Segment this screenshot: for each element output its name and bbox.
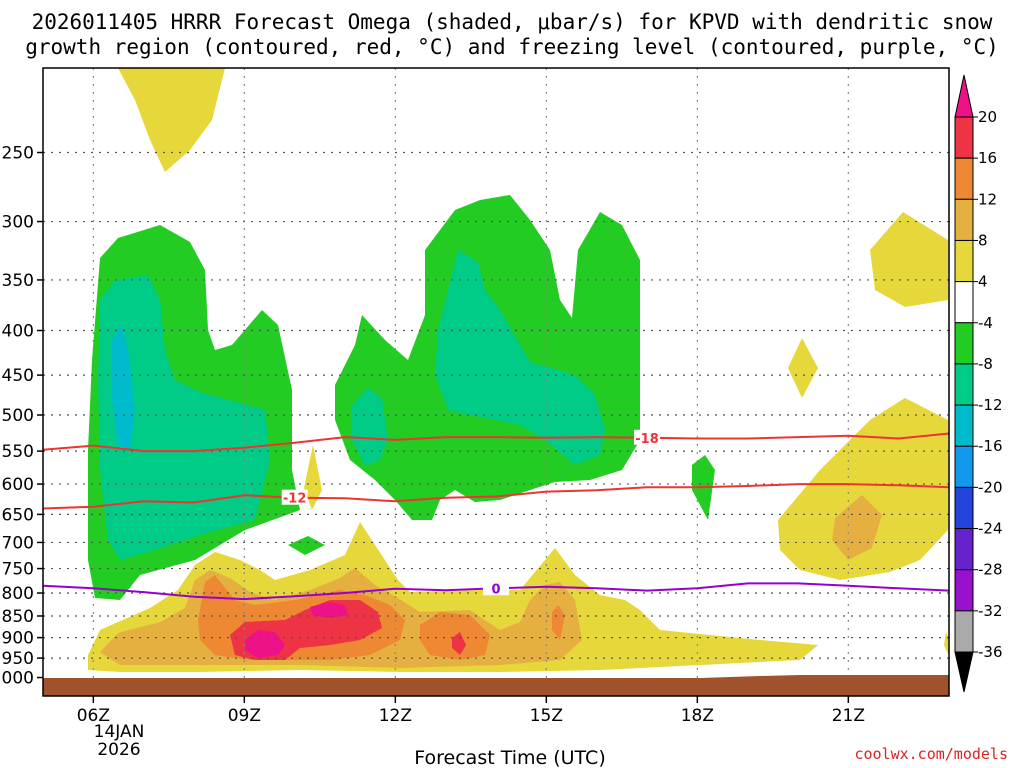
- x-axis-label: Forecast Time (UTC): [414, 747, 605, 768]
- y-tick-label-950: 950: [2, 649, 34, 669]
- shade-green-small-a: [288, 536, 325, 555]
- colorbar-label-1: 16: [978, 149, 997, 167]
- shade-teal-mid: [435, 250, 605, 465]
- colorbar-box-7: [954, 404, 974, 447]
- colorbar-label-3: 8: [978, 231, 988, 249]
- shade-orange-low-c: [552, 605, 565, 640]
- y-tick-label-250: 250: [2, 144, 34, 164]
- shade-yellow-small: [304, 445, 322, 510]
- colorbar-box-3: [954, 239, 974, 283]
- y-tick-label-900: 900: [2, 629, 34, 649]
- y-tick-label-450: 450: [2, 366, 34, 386]
- colorbar-label-5: -4: [978, 314, 993, 332]
- colorbar-label-10: -24: [978, 520, 1003, 538]
- shade-orange-right: [832, 495, 882, 560]
- shade-cyan-left: [112, 325, 135, 450]
- y-tick-label-300: 300: [2, 213, 34, 233]
- shade-teal-small: [352, 388, 388, 466]
- colorbar-bottom-arrow: [954, 651, 974, 693]
- x-tick-label-15Z: 15Z: [530, 706, 563, 726]
- grid: [43, 68, 949, 696]
- colorbar-box-1: [954, 157, 974, 200]
- x-axis: 06Z 09Z 12Z 15Z 18Z 21Z: [77, 696, 865, 726]
- shade-yellow-top: [118, 68, 225, 172]
- colorbar-label-12: -32: [978, 602, 1003, 620]
- chart-title-line2: growth region (contoured, red, °C) and f…: [25, 35, 999, 59]
- shade-yellow-right-low: [778, 398, 948, 580]
- colorbar-label-7: -12: [978, 396, 1003, 414]
- contour-label-bg-1: [281, 489, 308, 505]
- omega-shading: [88, 68, 949, 672]
- chart-title-line1: 2026011405 HRRR Forecast Omega (shaded, …: [32, 10, 993, 34]
- y-tick-label-550: 550: [2, 442, 34, 462]
- y-tick-label-500: 500: [2, 406, 34, 426]
- contour-label-bg-2: [483, 580, 509, 596]
- contour-label-2: 0: [491, 582, 500, 597]
- y-tick-label-750: 750: [2, 560, 34, 580]
- x-tick-label-09Z: 09Z: [228, 706, 261, 726]
- y-tick-label-850: 850: [2, 607, 34, 627]
- colorbar-top-arrow: [954, 74, 974, 118]
- shade-yellow-right-top: [870, 212, 948, 307]
- colorbar: 20 16 12 8 4 -4 -8 -12 -16 -20 -24 -28 -32 -36: [954, 74, 1003, 693]
- colorbar-label-9: -20: [978, 478, 1003, 496]
- x-tick-label-12Z: 12Z: [379, 706, 412, 726]
- y-tick-label-650: 650: [2, 505, 34, 525]
- plot-frame: [42, 67, 950, 697]
- x-tick-label-21Z: 21Z: [832, 706, 865, 726]
- colorbar-label-11: -28: [978, 561, 1003, 579]
- y-tick-label-350: 350: [2, 271, 34, 291]
- shade-red-small: [452, 632, 466, 655]
- shade-magenta-a: [245, 630, 285, 658]
- colorbar-label-6: -8: [978, 355, 993, 373]
- colorbar-box-5: [954, 322, 974, 365]
- colorbar-label-13: -36: [978, 643, 1003, 661]
- y-tick-label-600: 600: [2, 475, 34, 495]
- y-tick-label-800: 800: [2, 584, 34, 604]
- colorbar-box-0: [954, 116, 974, 159]
- colorbar-box-11: [954, 569, 974, 612]
- contour-line-0: [42, 432, 950, 453]
- shade-magenta-b: [310, 602, 348, 618]
- shade-yellow-diamond: [788, 338, 818, 398]
- colorbar-box-4: [954, 281, 974, 324]
- date-label-line2: 2026: [97, 740, 140, 760]
- contours: -18 -12 0: [42, 429, 950, 601]
- colorbar-label-4: 4: [978, 273, 988, 291]
- contour-label-1: -12: [283, 492, 307, 507]
- colorbar-box-8: [954, 445, 974, 488]
- ground-terrain: [43, 675, 949, 696]
- shade-teal-left: [98, 275, 270, 560]
- contour-label-bg-0: [634, 429, 660, 445]
- colorbar-label-0: 20: [978, 108, 997, 126]
- x-tick-label-18Z: 18Z: [681, 706, 714, 726]
- y-tick-label-400: 400: [2, 322, 34, 342]
- contour-label-0: -18: [635, 432, 659, 447]
- y-axis: 2503003504004505005506006507007508008509…: [0, 144, 43, 689]
- y-tick-label-1000: 1000: [0, 669, 34, 689]
- contour-line-1: [42, 483, 950, 510]
- colorbar-box-9: [954, 486, 974, 530]
- colorbar-label-2: 12: [978, 190, 997, 208]
- colorbar-box-12: [954, 610, 974, 653]
- colorbar-box-2: [954, 198, 974, 241]
- y-tick-label-700: 700: [2, 533, 34, 553]
- colorbar-label-8: -16: [978, 437, 1003, 455]
- colorbar-box-6: [954, 363, 974, 406]
- date-label-line1: 14JAN: [94, 722, 145, 742]
- colorbar-box-10: [954, 528, 974, 571]
- credit-text: coolwx.com/models: [854, 745, 1008, 763]
- x-tick-label-06Z: 06Z: [77, 706, 110, 726]
